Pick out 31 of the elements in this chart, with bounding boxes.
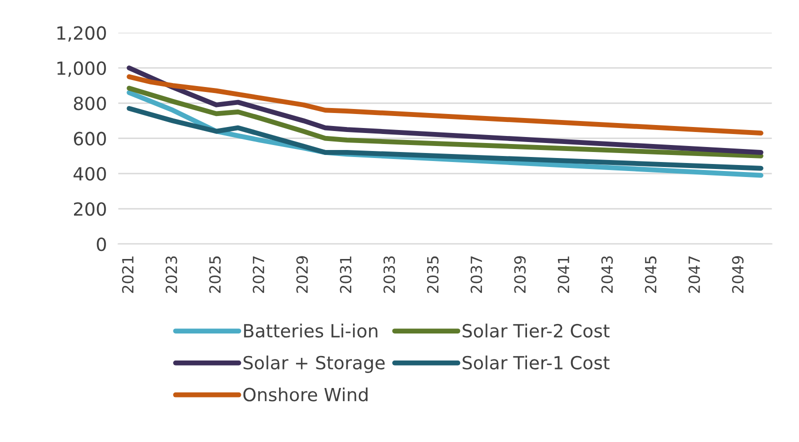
x-tick-label: 2027 — [252, 256, 264, 293]
x-tick-label: 2043 — [601, 256, 613, 293]
y-tick-label: 1,200 — [57, 26, 106, 42]
y-tick-label: 800 — [74, 96, 106, 110]
y-tick-label: 1,000 — [57, 61, 106, 77]
x-tick-label: 2031 — [340, 256, 352, 293]
x-tick-label: 2045 — [644, 256, 656, 293]
x-tick-label: 2037 — [470, 256, 482, 293]
legend-label: Solar Tier-1 Cost — [462, 356, 610, 370]
legend-label: Solar Tier-2 Cost — [462, 324, 610, 338]
x-tick-label: 2025 — [209, 256, 221, 293]
line-series — [126, 65, 764, 155]
x-tick-label: 2035 — [427, 256, 439, 293]
y-tick-label: 200 — [74, 202, 106, 216]
line-series — [126, 74, 764, 136]
x-tick-label: 2021 — [122, 256, 134, 293]
x-tick-label: 2039 — [514, 256, 526, 293]
x-tick-label: 2047 — [688, 256, 700, 293]
y-tick-label: 600 — [74, 132, 106, 146]
x-tick-label: 2041 — [558, 256, 570, 293]
y-tick-label: 0 — [96, 237, 106, 252]
x-tick-label: 2023 — [166, 256, 178, 293]
legend-label: Solar + Storage — [244, 356, 385, 374]
line-series — [126, 86, 764, 158]
legend-label: Onshore Wind — [243, 387, 368, 402]
x-tick-label: 2033 — [383, 256, 396, 293]
legend-label: Batteries Li-ion — [244, 324, 378, 338]
x-tick-label: 2049 — [732, 256, 744, 293]
line-series — [126, 106, 764, 171]
x-tick-label: 2029 — [296, 256, 308, 293]
y-tick-label: 400 — [74, 167, 106, 181]
